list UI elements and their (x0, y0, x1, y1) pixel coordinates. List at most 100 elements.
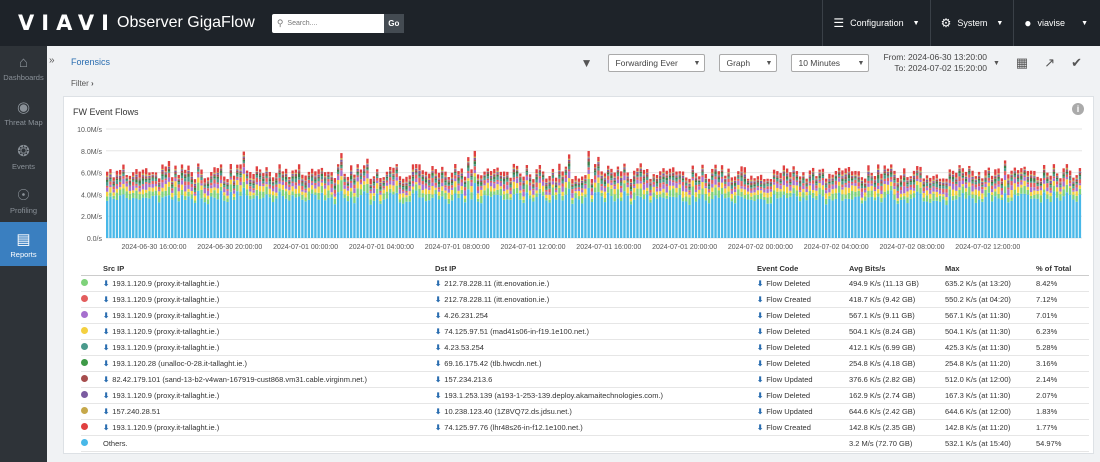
bar-segment[interactable] (1007, 184, 1010, 188)
bar-segment[interactable] (561, 195, 564, 201)
bar-segment[interactable] (145, 189, 148, 193)
bar-segment[interactable] (613, 179, 616, 181)
bar-segment[interactable] (610, 178, 613, 181)
bar-segment[interactable] (441, 169, 444, 172)
bar-segment[interactable] (288, 187, 291, 191)
bar-segment[interactable] (463, 198, 467, 203)
bar-segment[interactable] (454, 170, 457, 172)
bar-segment[interactable] (145, 168, 148, 175)
bar-segment[interactable] (262, 184, 265, 187)
bar-segment[interactable] (561, 186, 564, 192)
bar-segment[interactable] (301, 174, 304, 179)
bar-segment[interactable] (320, 170, 324, 172)
bar-segment[interactable] (106, 179, 109, 182)
bar-segment[interactable] (382, 179, 385, 181)
bar-segment[interactable] (948, 172, 951, 174)
bar-segment[interactable] (424, 201, 428, 238)
bar-segment[interactable] (450, 194, 454, 201)
bar-segment[interactable] (174, 178, 177, 182)
bar-segment[interactable] (307, 187, 311, 192)
bar-segment[interactable] (424, 177, 428, 180)
bar-segment[interactable] (483, 171, 486, 175)
bar-segment[interactable] (961, 175, 964, 178)
bar-segment[interactable] (938, 195, 942, 202)
bar-segment[interactable] (154, 183, 158, 187)
bar-segment[interactable] (428, 178, 431, 181)
bar-segment[interactable] (366, 163, 369, 165)
bar-segment[interactable] (145, 178, 148, 181)
bar-segment[interactable] (561, 171, 564, 176)
bar-segment[interactable] (922, 201, 925, 238)
bar-segment[interactable] (304, 186, 307, 189)
bar-segment[interactable] (398, 181, 402, 183)
bar-segment[interactable] (877, 168, 880, 170)
table-row[interactable]: ⬇ 193.1.120.9 (proxy.it-tallaght.ie.) ⬇ 193… (81, 387, 1089, 404)
bar-segment[interactable] (1062, 196, 1065, 238)
bar-segment[interactable] (512, 177, 516, 180)
bar-segment[interactable] (548, 176, 551, 181)
bar-segment[interactable] (268, 181, 272, 185)
bar-segment[interactable] (158, 183, 161, 185)
bar-segment[interactable] (828, 184, 831, 189)
bar-segment[interactable] (177, 191, 180, 198)
bar-segment[interactable] (838, 167, 841, 171)
bar-segment[interactable] (177, 184, 180, 188)
bar-segment[interactable] (896, 190, 899, 193)
bar-segment[interactable] (1013, 172, 1017, 174)
bar-segment[interactable] (457, 174, 460, 176)
bar-segment[interactable] (785, 178, 789, 181)
dst-cell[interactable]: ⬇ 193.1.253.139 (a193-1-253-139.deploy.ak… (435, 387, 757, 404)
bar-segment[interactable] (594, 175, 597, 180)
bar-segment[interactable] (1016, 170, 1020, 174)
bar-segment[interactable] (476, 186, 480, 191)
bar-segment[interactable] (1072, 194, 1075, 200)
bar-segment[interactable] (987, 180, 990, 183)
bar-segment[interactable] (844, 194, 847, 199)
bar-segment[interactable] (1042, 179, 1046, 184)
bar-segment[interactable] (229, 176, 232, 178)
bar-segment[interactable] (834, 174, 838, 176)
bar-segment[interactable] (1036, 190, 1039, 195)
bar-segment[interactable] (402, 189, 405, 192)
bar-segment[interactable] (551, 172, 555, 175)
bar-segment[interactable] (711, 179, 714, 184)
bar-segment[interactable] (792, 174, 795, 177)
bar-segment[interactable] (457, 171, 460, 175)
bar-segment[interactable] (512, 194, 516, 238)
bar-segment[interactable] (496, 172, 499, 174)
bar-segment[interactable] (255, 189, 258, 196)
bar-segment[interactable] (249, 182, 252, 185)
bar-segment[interactable] (574, 183, 577, 187)
bar-segment[interactable] (1039, 182, 1043, 184)
bar-segment[interactable] (454, 187, 457, 194)
bar-segment[interactable] (929, 177, 932, 182)
bar-segment[interactable] (294, 173, 298, 175)
bar-segment[interactable] (109, 176, 112, 178)
bar-segment[interactable] (161, 171, 164, 175)
bar-segment[interactable] (460, 182, 463, 187)
bar-segment[interactable] (613, 194, 616, 202)
bar-segment[interactable] (772, 176, 776, 178)
bar-segment[interactable] (766, 178, 769, 181)
bar-segment[interactable] (672, 180, 675, 183)
bar-segment[interactable] (275, 184, 278, 187)
bar-segment[interactable] (795, 176, 799, 179)
bar-segment[interactable] (366, 164, 369, 167)
bar-segment[interactable] (444, 175, 447, 178)
bar-segment[interactable] (389, 174, 392, 178)
bar-segment[interactable] (450, 172, 454, 178)
bar-segment[interactable] (955, 195, 958, 200)
bar-segment[interactable] (148, 175, 151, 178)
bar-segment[interactable] (997, 198, 1000, 238)
bar-segment[interactable] (353, 180, 356, 183)
bar-segment[interactable] (115, 178, 119, 181)
bar-segment[interactable] (623, 167, 626, 169)
bar-segment[interactable] (164, 177, 167, 179)
bar-segment[interactable] (389, 192, 392, 238)
bar-segment[interactable] (753, 192, 756, 196)
bar-segment[interactable] (929, 185, 932, 187)
bar-segment[interactable] (200, 183, 203, 186)
bar-segment[interactable] (789, 178, 792, 180)
bar-segment[interactable] (743, 172, 746, 175)
bar-segment[interactable] (857, 188, 860, 191)
